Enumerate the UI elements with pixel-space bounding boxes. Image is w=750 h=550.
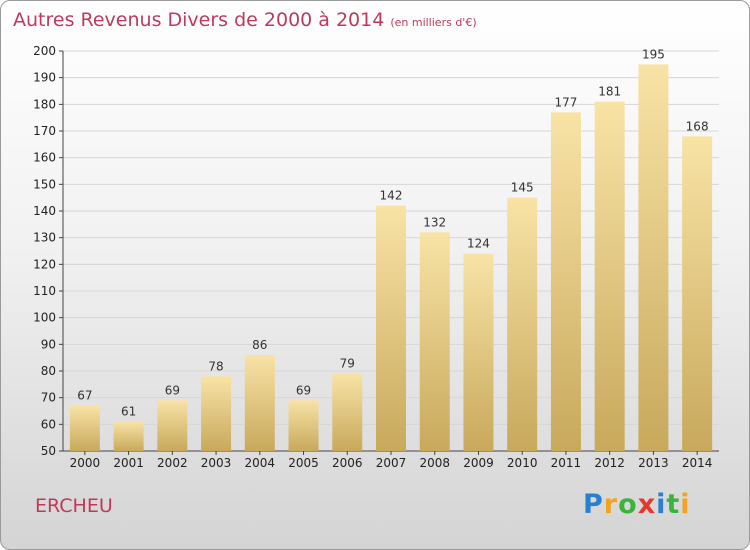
- bar: [594, 101, 625, 452]
- data-label: 145: [511, 181, 534, 195]
- data-label: 195: [642, 47, 665, 61]
- bar: [507, 197, 538, 451]
- y-tick-label: 70: [41, 391, 56, 405]
- x-tick-label: 2014: [682, 456, 713, 470]
- logo-letter: x: [637, 489, 657, 520]
- logo-letter: i: [680, 489, 691, 520]
- bar: [288, 400, 319, 451]
- chart-title: Autres Revenus Divers de 2000 à 2014 (en …: [13, 9, 477, 31]
- y-tick-label: 200: [33, 44, 56, 58]
- proxiti-logo[interactable]: Proxiti: [583, 489, 691, 520]
- data-label: 78: [208, 359, 223, 373]
- logo-letter: P: [583, 489, 604, 520]
- chart-title-unit: (en milliers d'€): [390, 16, 477, 29]
- bars: [69, 64, 713, 452]
- logo-letter: i: [656, 489, 667, 520]
- y-tick-label: 150: [33, 177, 56, 191]
- data-label: 67: [77, 389, 92, 403]
- x-tick-label: 2001: [113, 456, 144, 470]
- y-tick-label: 110: [33, 284, 56, 298]
- y-tick-label: 100: [33, 311, 56, 325]
- x-tick-label: 2011: [551, 456, 582, 470]
- y-tick-label: 120: [33, 257, 56, 271]
- data-label: 69: [296, 383, 311, 397]
- commune-name: ERCHEU: [35, 495, 113, 517]
- bar: [682, 136, 713, 452]
- y-tick-label: 170: [33, 124, 56, 138]
- x-tick-labels: 2000 2001 2002 2003 2004 2005 2006 2007 2008 2009…: [70, 456, 713, 470]
- y-tick-label: 50: [41, 444, 56, 458]
- x-tick-label: 2007: [376, 456, 407, 470]
- x-tick-label: 2000: [70, 456, 101, 470]
- x-tick-label: 2003: [201, 456, 232, 470]
- x-tick-label: 2006: [332, 456, 363, 470]
- x-tick-label: 2013: [638, 456, 669, 470]
- bar: [157, 400, 188, 451]
- data-label: 142: [380, 189, 403, 203]
- data-label: 61: [121, 405, 136, 419]
- y-tick-label: 130: [33, 231, 56, 245]
- y-tick-label: 80: [41, 364, 56, 378]
- data-label: 79: [340, 357, 355, 371]
- data-labels: 67 61 69 78 86 69 79 142 132 124 145 177 181 195 168: [77, 47, 708, 418]
- x-tick-label: 2010: [507, 456, 538, 470]
- x-tick-label: 2002: [157, 456, 188, 470]
- bar: [376, 205, 406, 451]
- bar: [201, 376, 232, 451]
- x-tick-label: 2009: [463, 456, 494, 470]
- logo-letter: r: [603, 489, 619, 520]
- bar: [463, 253, 494, 451]
- bar: [638, 64, 669, 452]
- y-tick-label: 190: [33, 71, 56, 85]
- logo-letter: o: [618, 489, 638, 520]
- y-tick-label: 140: [33, 204, 56, 218]
- x-tick-label: 2008: [419, 456, 450, 470]
- y-tick-label: 60: [41, 417, 56, 431]
- bar: [113, 421, 144, 451]
- logo-letter: t: [666, 489, 681, 520]
- data-label: 124: [467, 237, 490, 251]
- data-label: 69: [165, 383, 180, 397]
- bar: [69, 405, 100, 451]
- data-label: 132: [423, 215, 446, 229]
- y-tick-label: 90: [41, 337, 56, 351]
- y-tick-label: 160: [33, 151, 56, 165]
- data-label: 177: [554, 95, 577, 109]
- x-tick-label: 2012: [594, 456, 625, 470]
- chart-title-main: Autres Revenus Divers de 2000 à 2014: [13, 9, 385, 31]
- data-label: 181: [598, 85, 621, 99]
- bar: [419, 232, 450, 451]
- x-tick-label: 2005: [288, 456, 319, 470]
- y-tick-labels: 50 60 70 80 90 100 110 120 130 140 150 160 170 180 190…: [33, 44, 56, 458]
- data-label: 86: [252, 338, 267, 352]
- x-tick-label: 2004: [245, 456, 276, 470]
- bar: [244, 355, 275, 451]
- data-label: 168: [686, 119, 709, 133]
- y-tick-label: 180: [33, 97, 56, 111]
- bar: [332, 373, 363, 451]
- bar: [550, 112, 581, 451]
